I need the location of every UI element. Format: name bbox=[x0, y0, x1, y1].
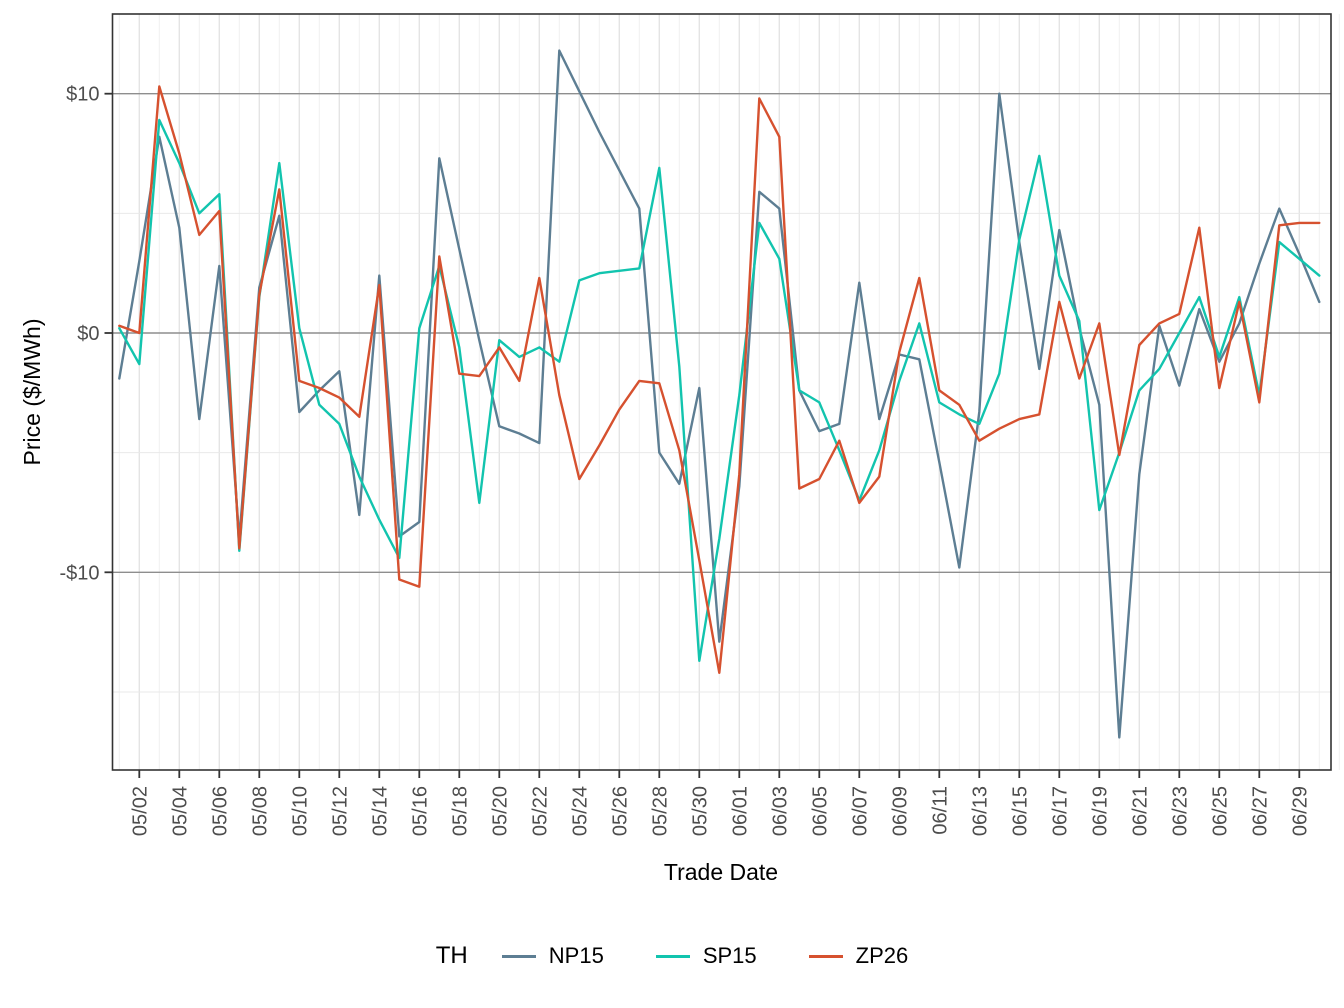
legend-title: TH bbox=[435, 942, 468, 969]
x-axis-title: Trade Date bbox=[664, 859, 778, 885]
legend-label-np15: NP15 bbox=[548, 943, 604, 968]
x-tick-label: 06/23 bbox=[1169, 786, 1191, 836]
y-axis-title: Price ($/MWh) bbox=[19, 319, 45, 466]
x-tick-label: 06/05 bbox=[809, 786, 831, 836]
y-tick-label: -$10 bbox=[59, 562, 99, 584]
legend-entry-sp15: SP15 bbox=[655, 943, 757, 969]
legend: TH NP15 SP15 ZP26 bbox=[0, 934, 1344, 978]
x-tick-label: 05/30 bbox=[689, 786, 711, 836]
x-tick-label: 05/22 bbox=[529, 786, 551, 836]
x-tick-label: 06/03 bbox=[769, 786, 791, 836]
y-tick-label: $10 bbox=[66, 84, 99, 106]
series-lines bbox=[118, 49, 1321, 739]
x-tick-label: 06/15 bbox=[1009, 786, 1031, 836]
x-tick-label: 05/10 bbox=[289, 786, 311, 836]
sp15-line-swatch-icon bbox=[655, 954, 690, 958]
x-tick-label: 06/27 bbox=[1249, 786, 1271, 836]
series-line-NP15 bbox=[118, 49, 1321, 739]
np15-line-swatch-icon bbox=[501, 954, 536, 958]
legend-label-zp26: ZP26 bbox=[855, 943, 909, 968]
legend-entry-np15: NP15 bbox=[501, 943, 604, 969]
panel-frame bbox=[111, 13, 1332, 771]
x-tick-label: 05/08 bbox=[249, 786, 271, 836]
zp26-line-swatch-icon bbox=[808, 954, 843, 958]
x-tick-label: 05/06 bbox=[209, 786, 231, 836]
x-tick-label: 05/14 bbox=[369, 786, 391, 836]
x-tick-label: 05/04 bbox=[169, 786, 191, 836]
x-tick-label: 05/24 bbox=[569, 786, 591, 836]
x-tick-label: 06/01 bbox=[729, 786, 751, 836]
x-tick-label: 06/13 bbox=[969, 786, 991, 836]
x-tick-label: 06/21 bbox=[1129, 786, 1151, 836]
x-tick-label: 05/16 bbox=[409, 786, 431, 836]
legend-label-sp15: SP15 bbox=[702, 943, 757, 968]
x-tick-label: 06/19 bbox=[1089, 786, 1111, 836]
x-tick-label: 05/18 bbox=[449, 786, 471, 836]
x-tick-label: 05/20 bbox=[489, 786, 511, 836]
x-tick-label: 05/26 bbox=[609, 786, 631, 836]
x-tick-label: 05/02 bbox=[129, 786, 151, 836]
x-tick-label: 06/07 bbox=[849, 786, 871, 836]
x-tick-label: 05/28 bbox=[649, 786, 671, 836]
x-tick-label: 06/17 bbox=[1049, 786, 1071, 836]
axis-ticks-and-labels: $10 $0 -$10 05/02 05/04 05/06 05/08 05/10 05/12 0… bbox=[59, 84, 1311, 836]
x-tick-label: 06/29 bbox=[1289, 786, 1311, 836]
x-tick-label: 05/12 bbox=[329, 786, 351, 836]
legend-entry-zp26: ZP26 bbox=[808, 943, 909, 969]
x-tick-label: 06/25 bbox=[1209, 786, 1231, 836]
x-tick-label: 06/11 bbox=[929, 786, 951, 835]
y-tick-label: $0 bbox=[77, 323, 99, 345]
panel-border bbox=[111, 13, 1332, 771]
x-tick-label: 06/09 bbox=[889, 786, 911, 836]
gridlines bbox=[112, 14, 1340, 770]
series-line-ZP26 bbox=[118, 85, 1321, 674]
